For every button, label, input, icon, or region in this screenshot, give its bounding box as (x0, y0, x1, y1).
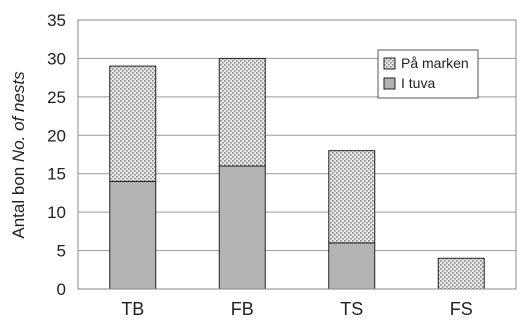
y-axis-label-plain: Antal bon (9, 162, 28, 239)
x-category-label: FB (231, 299, 254, 319)
y-tick-label: 0 (57, 280, 66, 299)
bar-segment (328, 242, 376, 290)
plot-area-border (77, 19, 517, 290)
bar-segment (109, 65, 157, 182)
legend-label: I tuva (401, 75, 435, 91)
y-tick-label: 35 (47, 11, 66, 30)
bar-segment (218, 57, 266, 167)
y-axis-label-italic: No. of nests (9, 71, 28, 162)
bars (109, 57, 485, 290)
legend-swatch (383, 77, 396, 90)
legend-label: På marken (401, 55, 469, 71)
y-tick-label: 10 (47, 203, 66, 222)
bar-segment (437, 257, 485, 290)
y-tick-label: 15 (47, 165, 66, 184)
bar-segment (218, 165, 266, 290)
y-tick-label: 30 (47, 49, 66, 68)
y-axis-ticks: 0 5 10 15 20 25 30 35 (47, 11, 66, 299)
x-category-label: TS (340, 299, 363, 319)
legend: På marken I tuva (377, 49, 479, 99)
y-tick-label: 20 (47, 126, 66, 145)
x-axis-categories: TB FB TS FS (121, 299, 473, 319)
y-axis-label: Antal bon No. of nests (9, 71, 28, 239)
x-category-label: FS (450, 299, 473, 319)
x-category-label: TB (121, 299, 144, 319)
legend-swatch (383, 57, 396, 70)
bar-segment (109, 180, 157, 290)
bar-segment (328, 150, 376, 244)
y-tick-label: 5 (57, 242, 66, 261)
y-tick-label: 25 (47, 88, 66, 107)
